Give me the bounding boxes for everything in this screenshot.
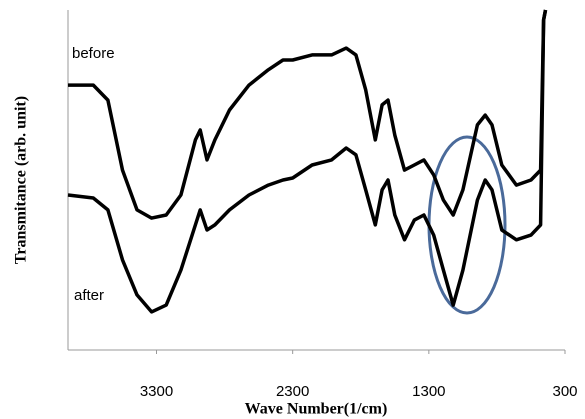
x-tick-label: 2300	[276, 383, 309, 400]
x-tick-label: 300	[552, 383, 577, 400]
series-line	[68, 9, 548, 220]
series-label: before	[72, 45, 115, 62]
series-label: after	[74, 287, 104, 304]
x-tick-label: 3300	[140, 383, 173, 400]
highlight-ellipse	[427, 135, 507, 315]
series-line	[67, 9, 548, 314]
y-axis-title: Transmitance (arb. unit)	[13, 96, 30, 264]
x-axis-title: Wave Number(1/cm)	[245, 401, 388, 418]
x-tick-label: 1300	[412, 383, 445, 400]
